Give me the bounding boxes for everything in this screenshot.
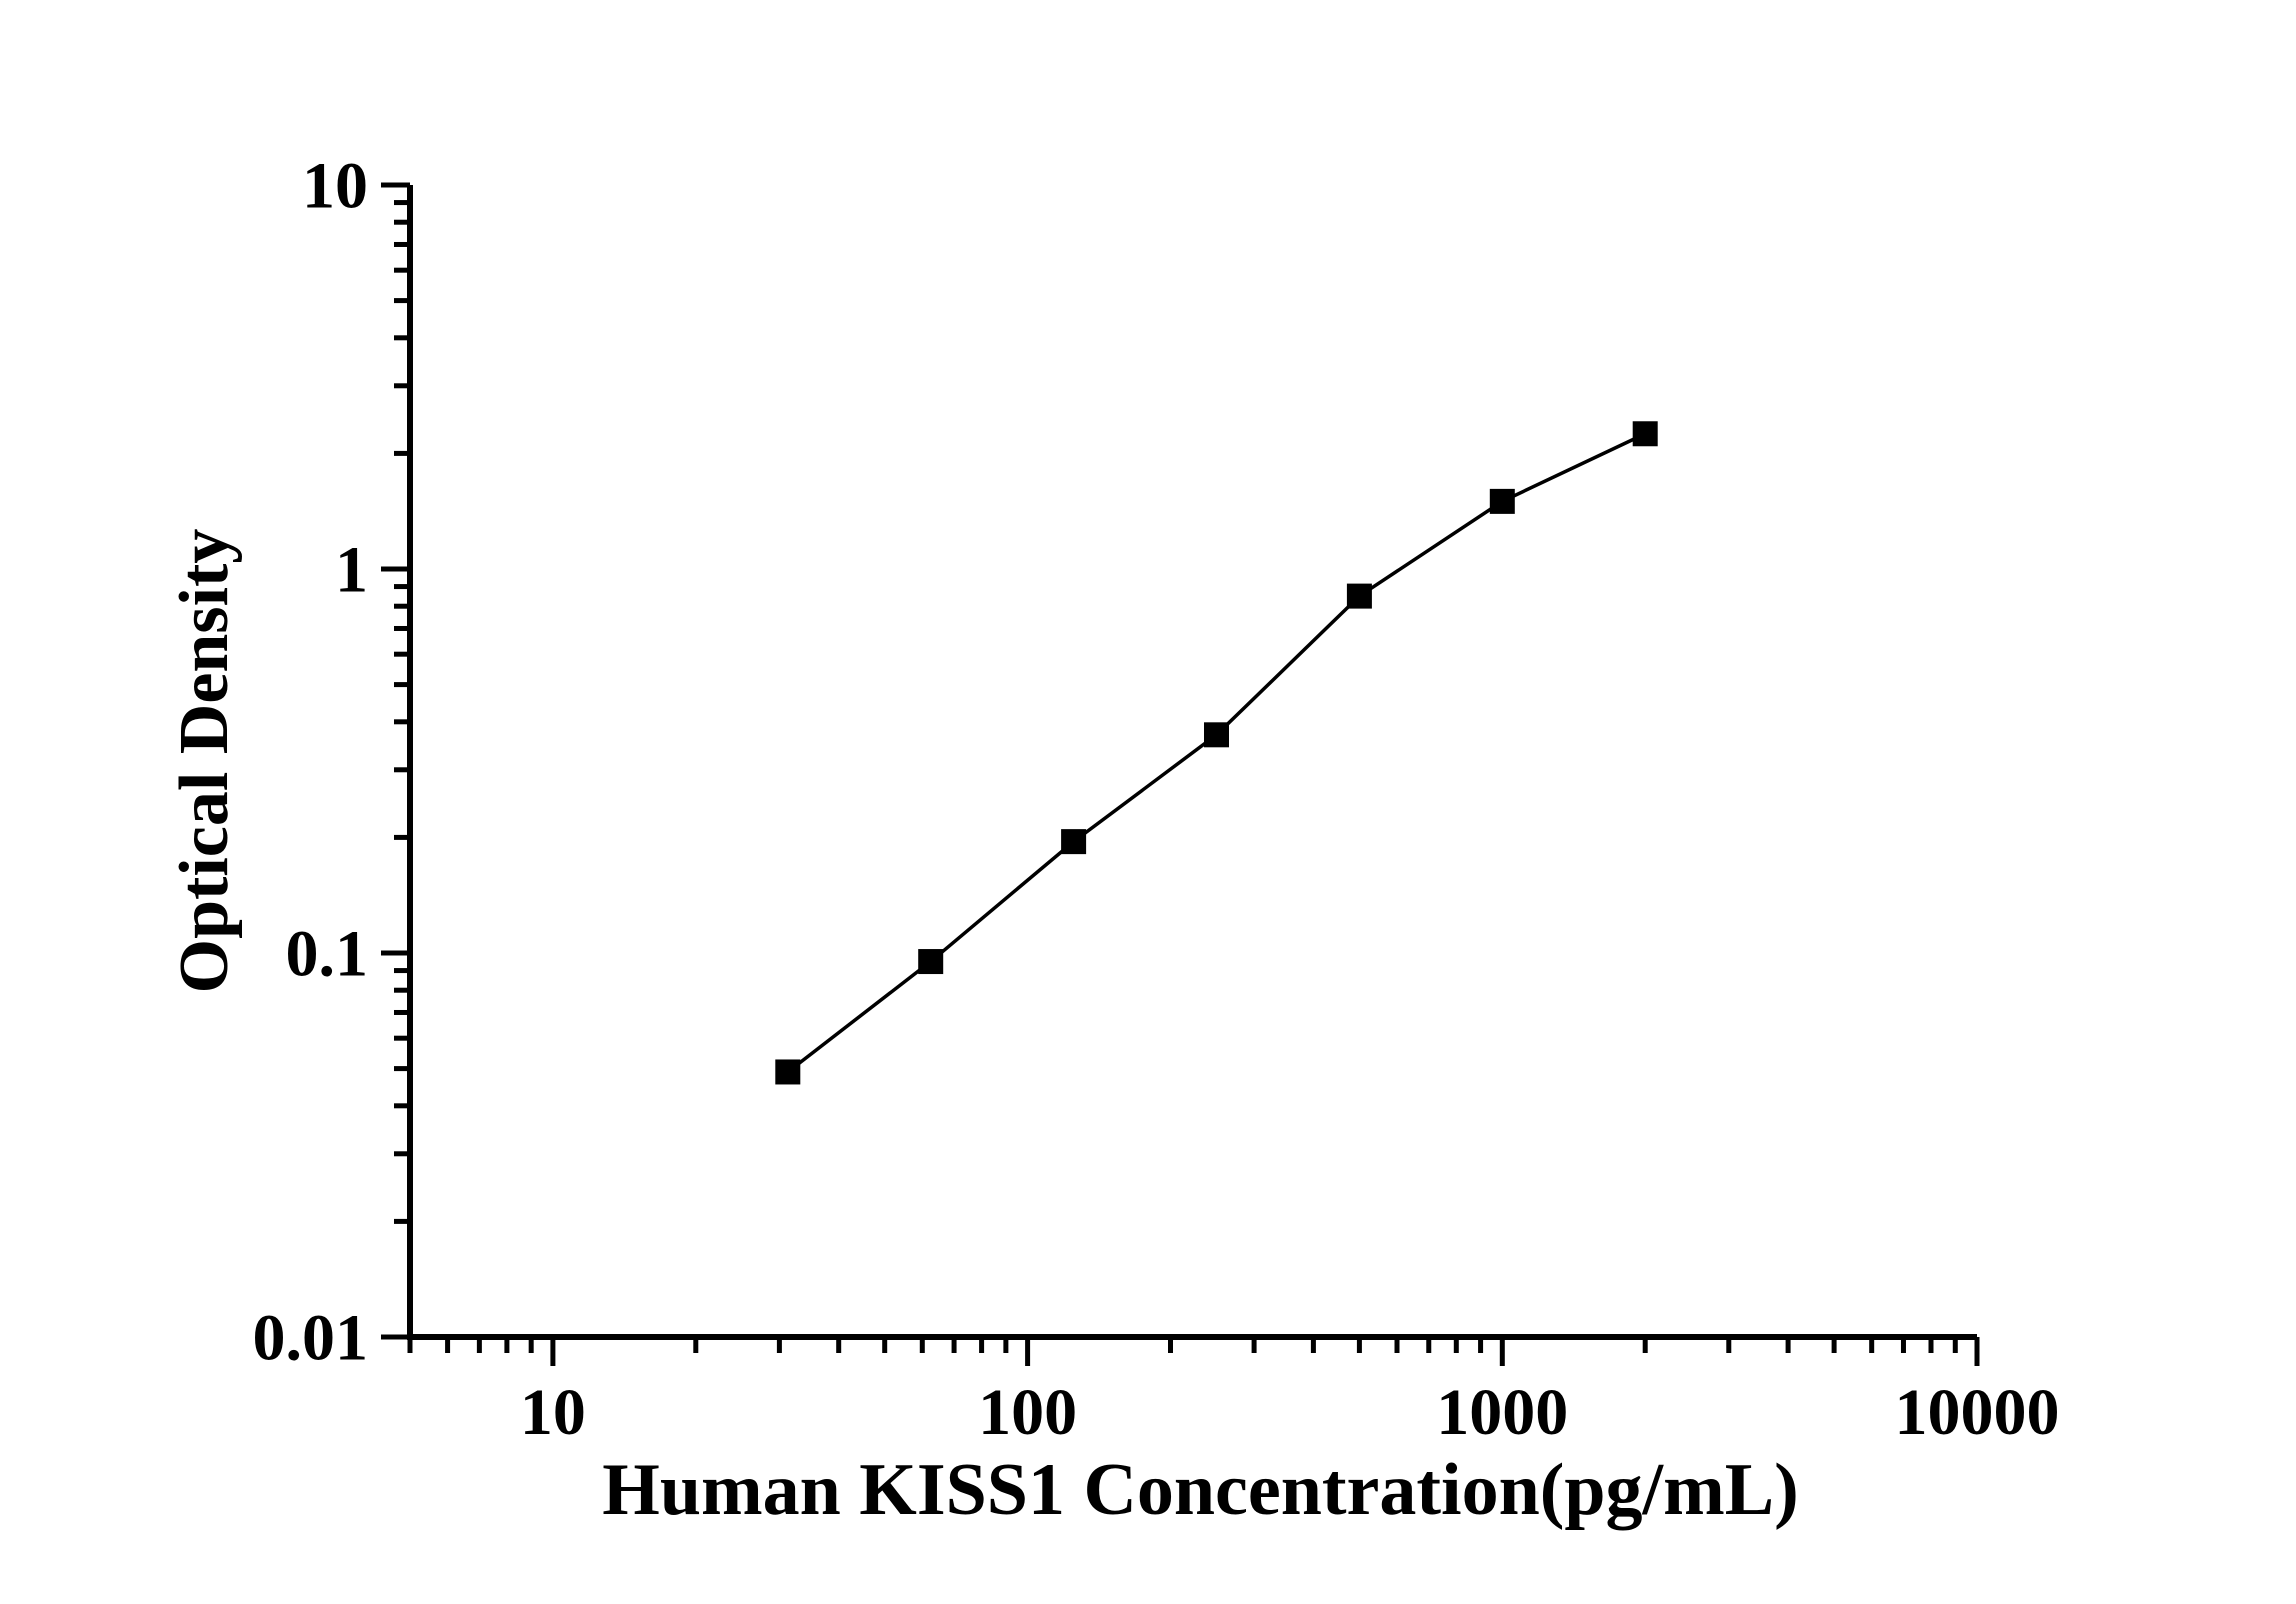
data-point-marker: [1061, 829, 1087, 855]
x-tick-label: 10: [520, 1376, 586, 1449]
data-point-marker: [1489, 488, 1515, 514]
axes: [407, 185, 1977, 1340]
y-tick-label: 0.1: [286, 917, 369, 990]
x-tick-label: 100: [978, 1376, 1077, 1449]
axis-tick-labels: 10 100 1000 10000 10 1 0.1 0.01: [253, 149, 2060, 1449]
data-point-marker: [1204, 722, 1230, 748]
x-axis-title: Human KISS1 Concentration(pg/mL): [602, 1449, 1798, 1531]
y-tick-label: 0.01: [253, 1301, 369, 1374]
axis-spine: [407, 185, 1977, 1340]
y-tick-label: 1: [335, 533, 368, 606]
data-point-marker: [775, 1059, 801, 1085]
axis-ticks: [381, 182, 1980, 1366]
y-tick-label: 10: [302, 149, 368, 222]
data-point-marker: [1346, 583, 1372, 609]
standard-curve-line: [786, 432, 1646, 1074]
standard-curve-series: [775, 421, 1658, 1085]
data-point-marker: [918, 949, 944, 975]
data-point-marker: [1632, 421, 1658, 447]
x-tick-label: 10000: [1895, 1376, 2060, 1449]
y-axis-title: Optical Density: [166, 529, 243, 994]
x-tick-label: 1000: [1436, 1376, 1568, 1449]
